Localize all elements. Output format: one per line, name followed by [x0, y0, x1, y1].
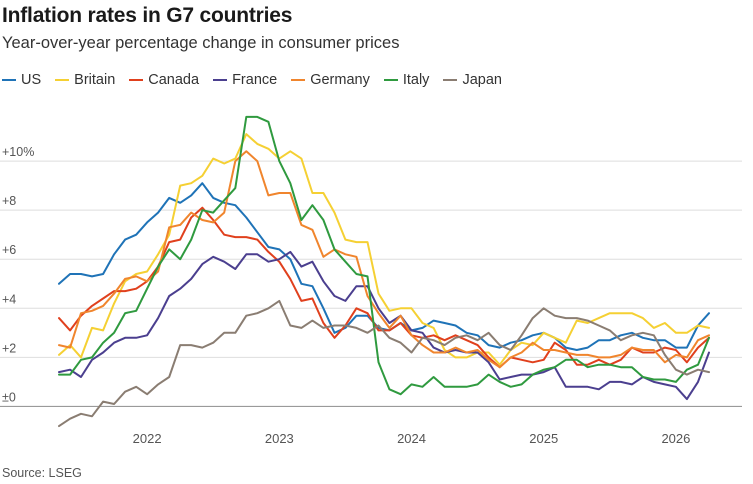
legend: US Britain Canada France Germany Italy Japan — [2, 72, 502, 88]
legend-item-britain: Britain — [55, 72, 115, 88]
y-tick-label: +2 — [2, 341, 16, 355]
legend-swatch — [2, 79, 16, 81]
chart-title: Inflation rates in G7 countries — [2, 4, 293, 27]
legend-item-us: US — [2, 72, 41, 88]
legend-item-france: France — [213, 72, 277, 88]
legend-item-japan: Japan — [443, 72, 502, 88]
x-tick-label: 2026 — [661, 431, 690, 446]
x-tick-label: 2023 — [265, 431, 294, 446]
legend-swatch — [443, 79, 458, 81]
y-tick-label: ±0 — [2, 390, 16, 404]
y-tick-label: +4 — [2, 292, 16, 306]
legend-label: Britain — [74, 72, 116, 88]
y-tick-label: +10% — [2, 145, 34, 159]
series-line-us — [58, 182, 710, 351]
legend-item-canada: Canada — [129, 72, 199, 88]
series-line-france — [58, 250, 710, 401]
y-tick-label: +6 — [2, 243, 16, 257]
legend-swatch — [291, 79, 306, 81]
legend-swatch — [213, 79, 228, 81]
x-tick-label: 2022 — [133, 431, 162, 446]
series-line-italy — [58, 115, 710, 396]
x-tick-label: 2025 — [529, 431, 558, 446]
legend-swatch — [55, 79, 70, 81]
chart-subtitle: Year-over-year percentage change in cons… — [2, 34, 400, 52]
legend-swatch — [383, 79, 398, 81]
legend-item-italy: Italy — [383, 72, 430, 88]
y-tick-label: +8 — [2, 194, 16, 208]
legend-swatch — [129, 79, 144, 81]
legend-item-germany: Germany — [291, 72, 370, 88]
legend-label: Canada — [148, 72, 200, 88]
legend-label: Italy — [402, 72, 430, 88]
x-tick-label: 2024 — [397, 431, 426, 446]
line-chart: ±0 +2 +4 +6 +8 +10% 2022 2023 2024 2025 2026 — [0, 115, 742, 446]
legend-label: Japan — [462, 72, 502, 88]
series-line-canada — [58, 206, 710, 369]
legend-label: US — [21, 72, 42, 88]
series-line-japan — [58, 299, 710, 428]
source-note: Source: LSEG — [2, 466, 82, 480]
legend-label: France — [232, 72, 278, 88]
series-line-germany — [58, 150, 710, 369]
legend-label: Germany — [310, 72, 370, 88]
